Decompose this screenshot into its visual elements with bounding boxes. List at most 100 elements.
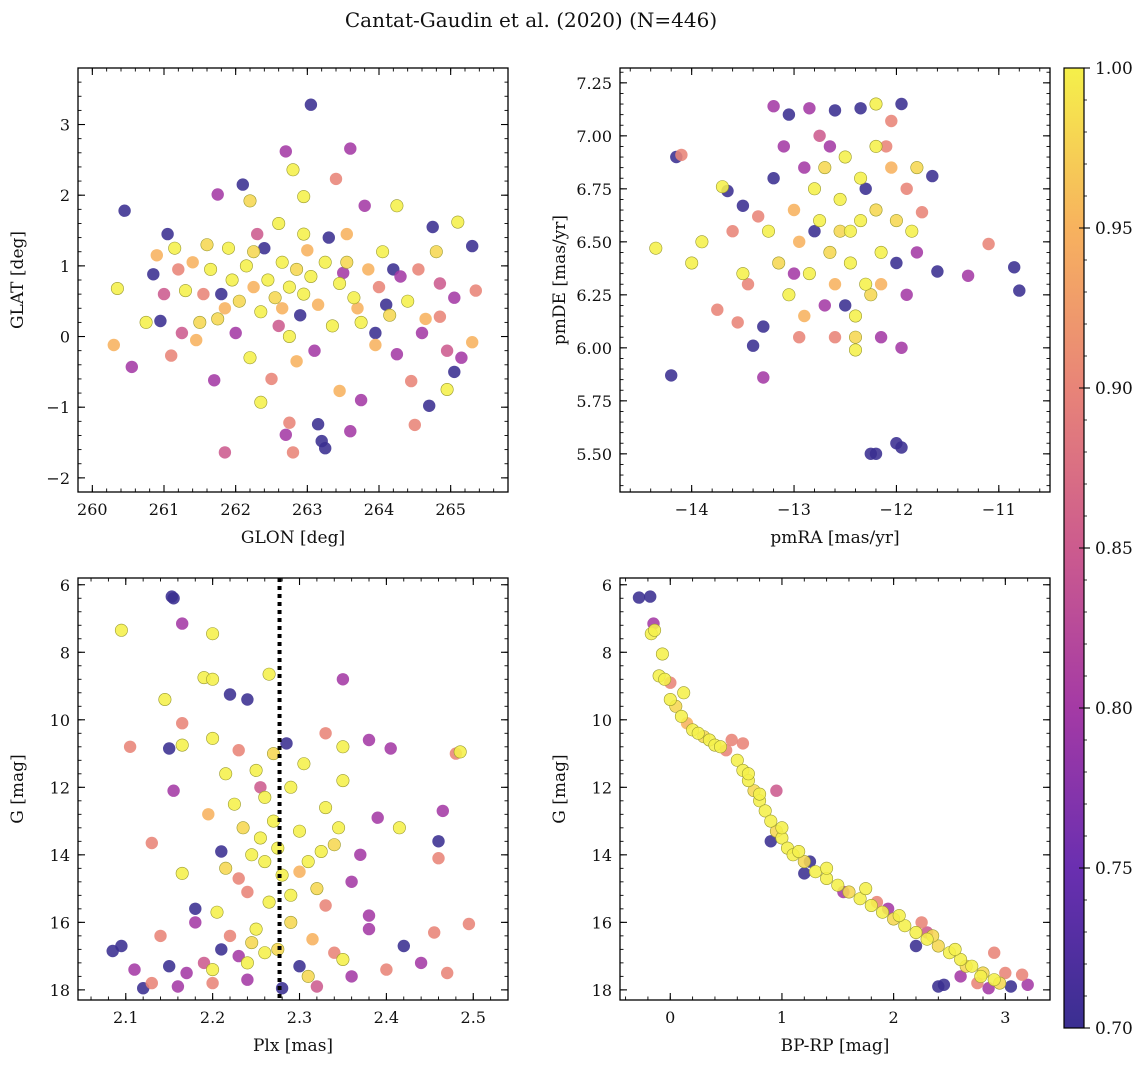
y-tick-label: 6: [60, 576, 70, 595]
scatter-point: [319, 727, 332, 740]
scatter-point: [186, 256, 199, 269]
scatter-point: [848, 330, 862, 344]
y-tick-label: 6.00: [576, 339, 612, 358]
y-tick-label: 3: [60, 116, 70, 135]
scatter-point: [301, 855, 315, 869]
scatter-point: [675, 148, 688, 162]
scatter-point: [843, 256, 857, 270]
scatter-point: [301, 244, 314, 257]
scatter-point: [854, 171, 868, 185]
x-tick-label: 2.3: [287, 1008, 312, 1027]
scatter-point: [254, 395, 268, 409]
scatter-point: [736, 199, 750, 212]
y-tick-label: 6: [602, 576, 612, 595]
scatter-point: [880, 140, 893, 153]
x-axis-label: pmRA [mas/yr]: [770, 528, 899, 548]
scatter-point: [948, 942, 962, 956]
scatter-point: [168, 241, 182, 255]
scatter-point: [448, 365, 461, 379]
scatter-point: [453, 745, 467, 759]
scatter-point: [376, 245, 390, 259]
scatter-point: [869, 203, 883, 217]
x-tick-label: 2: [889, 1008, 899, 1027]
scatter-point: [854, 102, 867, 115]
scatter-point: [758, 804, 772, 818]
scatter-point: [782, 288, 796, 302]
scatter-point: [229, 326, 242, 340]
scatter-point: [655, 647, 669, 661]
x-tick-label: 2.2: [200, 1008, 225, 1027]
x-tick-label: 265: [435, 500, 466, 519]
scatter-point: [848, 309, 862, 323]
scatter-point: [284, 915, 298, 929]
scatter-point: [900, 182, 913, 195]
y-tick-label: 12: [592, 778, 612, 797]
scatter-point: [190, 333, 203, 347]
scatter-point: [304, 98, 318, 111]
scatter-point: [294, 309, 307, 322]
scatter-point: [828, 331, 842, 344]
panel-glon-glat: 260 261 262 263 264 265 −2 −1 0 1 2 3 GLON [deg] GLAT…: [8, 67, 509, 548]
scatter-point: [802, 267, 816, 281]
scatter-point: [426, 220, 439, 234]
scatter-point: [197, 956, 211, 970]
scatter-point: [843, 224, 857, 238]
scatter-point: [227, 797, 241, 811]
scatter-point: [864, 288, 878, 302]
scatter-point: [325, 319, 339, 333]
x-tick-label: −14: [675, 500, 709, 519]
scatter-point: [332, 821, 346, 835]
scatter-point: [644, 590, 657, 603]
scatter-point: [310, 882, 324, 896]
scatter-points: [107, 98, 482, 459]
scatter-point: [383, 308, 397, 322]
scatter-point: [215, 943, 228, 956]
scatter-point: [842, 885, 856, 899]
scatter-point: [223, 929, 237, 943]
scatter-point: [328, 946, 341, 959]
scatter-point: [384, 742, 397, 755]
scatter-point: [175, 866, 189, 880]
scatter-point: [982, 237, 995, 251]
scatter-point: [392, 821, 406, 835]
colorbar-tick-label: 0.85: [1095, 539, 1133, 559]
scatter-point: [157, 287, 171, 301]
colorbar-tick-label: 0.75: [1095, 859, 1133, 879]
panel-plx-g: 2.1 2.2 2.3 2.4 2.5 6 8 10 12 14 16 18 Plx [mas] G [m…: [8, 576, 509, 1056]
scatter-point: [892, 909, 906, 923]
scatter-point: [1013, 284, 1026, 297]
scatter-point: [163, 960, 176, 973]
scatter-point: [268, 291, 282, 305]
scatter-point: [161, 227, 174, 241]
scatter-point: [974, 969, 988, 983]
scatter-point: [874, 278, 888, 291]
scatter-point: [254, 781, 267, 794]
x-tick-label: 261: [149, 500, 180, 519]
x-tick-label: −11: [982, 500, 1016, 519]
scatter-point: [999, 966, 1012, 980]
y-tick-label: 10: [592, 711, 612, 730]
scatter-point: [243, 194, 257, 208]
scatter-point: [423, 399, 436, 412]
scatter-point: [232, 872, 245, 885]
scatter-point: [1015, 968, 1029, 981]
scatter-point: [297, 190, 311, 204]
scatter-point: [920, 932, 934, 946]
scatter-points: [632, 590, 1034, 995]
scatter-point: [279, 145, 292, 158]
scatter-point: [648, 623, 662, 637]
scatter-point: [397, 939, 410, 953]
y-tick-label: 1: [60, 257, 70, 276]
scatter-point: [961, 269, 975, 282]
scatter-point: [258, 242, 271, 255]
y-axis-label: G [mag]: [8, 754, 28, 823]
scatter-point: [772, 256, 786, 270]
scatter-point: [807, 182, 821, 196]
scatter-point: [293, 865, 306, 878]
scatter-point: [838, 150, 852, 164]
scatter-point: [813, 129, 826, 142]
y-tick-label: 16: [592, 913, 612, 932]
scatter-point: [954, 970, 967, 983]
scatter-point: [1008, 261, 1021, 274]
scatter-point: [965, 959, 979, 973]
